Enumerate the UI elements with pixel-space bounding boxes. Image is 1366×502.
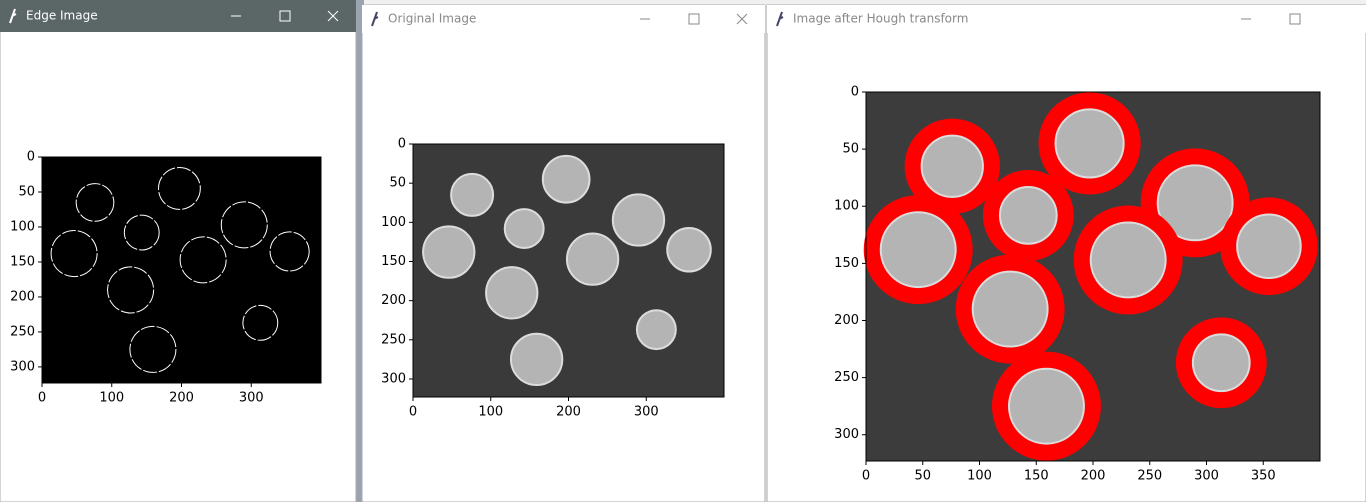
window: Original Image 0 100 200 300 0 50 100 150 200 250 3… (361, 4, 766, 502)
x-tick-label: 300 (634, 405, 659, 420)
y-tick-label: 50 (18, 184, 35, 199)
detected-circle (1220, 197, 1318, 296)
detected-circle (1073, 205, 1183, 315)
x-tick-label: 50 (914, 469, 931, 484)
maximize-button[interactable] (279, 10, 291, 22)
coin (450, 172, 495, 217)
x-tick-label: 300 (239, 391, 264, 406)
edge-circle (220, 201, 268, 249)
app-icon (371, 11, 379, 27)
x-tick-label: 100 (967, 469, 992, 484)
x-tick-label: 350 (1251, 469, 1276, 484)
window-title: Image after Hough transform (793, 12, 968, 26)
edge-circle (75, 183, 115, 222)
window: Image after Hough transform 0 50 100 150 200 2… (766, 4, 1366, 502)
y-tick-label: 200 (834, 313, 859, 328)
edge-circle (129, 325, 177, 373)
y-tick-label: 300 (381, 371, 406, 386)
detected-circle (904, 118, 1000, 214)
close-button[interactable] (736, 13, 748, 25)
y-tick-label: 250 (834, 370, 859, 385)
maximize-button[interactable] (1289, 13, 1301, 25)
y-tick-label: 150 (381, 254, 406, 269)
coin (1191, 333, 1251, 393)
x-tick-label: 100 (478, 405, 503, 420)
x-tick-label: 200 (556, 405, 581, 420)
title-bar (0, 0, 356, 32)
x-tick-label: 200 (1081, 469, 1106, 484)
y-tick-label: 0 (851, 85, 859, 100)
coin (611, 193, 666, 247)
window-title: Edge Image (26, 9, 98, 23)
detected-circle (1038, 92, 1141, 195)
detected-circle (955, 254, 1065, 364)
coin (635, 309, 677, 351)
y-tick-label: 50 (389, 176, 406, 191)
coin (666, 226, 712, 273)
coin (1156, 164, 1234, 242)
x-tick-label: 0 (409, 405, 417, 420)
y-tick-label: 200 (381, 293, 406, 308)
y-tick-label: 0 (27, 150, 35, 165)
app-icon (9, 8, 17, 24)
title-bar (767, 5, 1366, 33)
x-tick-label: 200 (169, 391, 194, 406)
y-tick-label: 150 (834, 256, 859, 271)
y-tick-label: 100 (10, 219, 35, 234)
detected-circle (1175, 317, 1267, 409)
y-tick-label: 250 (10, 324, 35, 339)
coin (509, 332, 564, 387)
y-tick-label: 50 (842, 142, 859, 157)
y-tick-label: 0 (398, 137, 406, 152)
edge-circle (107, 266, 155, 314)
image (42, 157, 321, 383)
x-tick-label: 100 (99, 391, 124, 406)
edge-circle (123, 214, 160, 251)
coin (1008, 367, 1085, 445)
edge-circle (179, 236, 227, 284)
x-tick-label: 300 (1194, 469, 1219, 484)
window-title: Original Image (388, 12, 476, 26)
edge-circle (157, 167, 201, 210)
coin (485, 266, 539, 320)
maximize-button[interactable] (688, 13, 700, 25)
detected-circle (982, 169, 1074, 261)
x-tick-label: 0 (862, 469, 870, 484)
coin (541, 154, 591, 204)
y-tick-label: 250 (381, 332, 406, 347)
detected-circle (1140, 148, 1250, 258)
x-tick-label: 250 (1137, 469, 1162, 484)
x-tick-label: 150 (1024, 469, 1049, 484)
close-button[interactable] (327, 10, 339, 22)
coin (422, 225, 476, 279)
coin (920, 134, 984, 198)
window: Edge Image 0 100 200 300 0 50 100 150 200 250 300 (0, 0, 357, 502)
edge-circle (50, 230, 98, 278)
coin (1236, 213, 1302, 280)
coin (565, 232, 620, 286)
y-tick-label: 300 (834, 427, 859, 442)
editor-strip (356, 0, 364, 502)
coin (503, 208, 545, 250)
x-tick-label: 0 (38, 391, 46, 406)
y-tick-label: 100 (381, 215, 406, 230)
edge-circle (269, 231, 310, 272)
detected-circle (863, 195, 973, 305)
coin (879, 211, 957, 289)
title-bar (362, 5, 765, 33)
y-tick-label: 150 (10, 254, 35, 269)
coin (1054, 108, 1125, 179)
edge-circle (242, 304, 279, 341)
y-tick-label: 200 (10, 289, 35, 304)
y-tick-label: 300 (10, 359, 35, 374)
detected-circle (991, 351, 1101, 461)
coin (1089, 221, 1167, 299)
y-tick-label: 100 (834, 199, 859, 214)
coin (998, 186, 1058, 245)
coin (971, 270, 1049, 348)
app-icon (776, 11, 784, 27)
